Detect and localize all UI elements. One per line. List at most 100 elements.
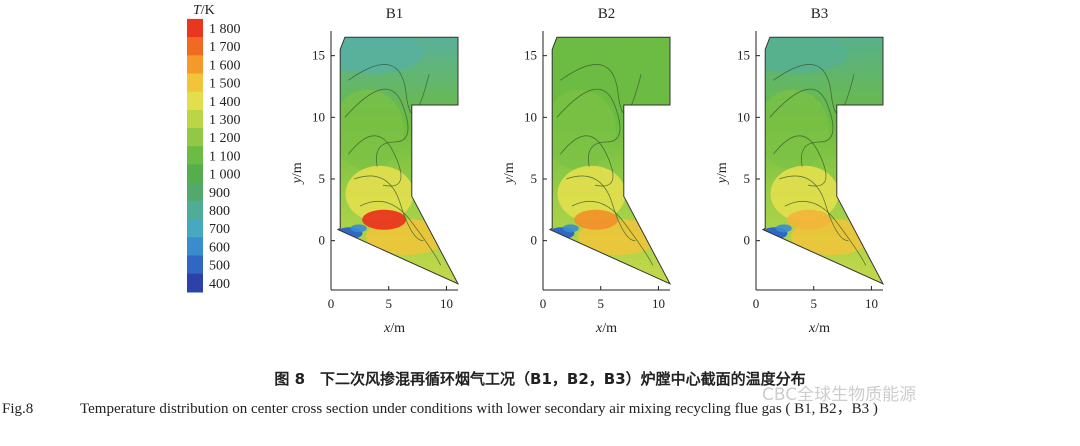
- upper-cool-zone: [762, 37, 849, 74]
- hot-core: [362, 209, 407, 230]
- isotherm-line: [571, 200, 654, 266]
- y-tick-label: 0: [531, 233, 538, 248]
- temperature-field: [762, 37, 883, 284]
- isotherm-line: [353, 175, 424, 242]
- colorbar-tick-label: 1 500: [209, 77, 241, 92]
- cold-inlet-fringe: [775, 224, 792, 233]
- colorbar-swatch: [187, 164, 203, 184]
- furnace-outline: [548, 36, 672, 285]
- isotherm-line: [778, 175, 849, 242]
- caption-english: Fig.8 Temperature distribution on center …: [2, 398, 1078, 420]
- furnace-outline: [761, 36, 885, 285]
- colorbar-tick-label: 1 300: [209, 113, 241, 128]
- figure-svg: T/K 1 800 1 700 1 600 1 500 1 400 1 300 1 200 1 …: [187, 3, 885, 336]
- furnace-outline: [336, 36, 460, 285]
- colorbar-tick-label: 900: [209, 186, 230, 201]
- isotherm-line: [784, 200, 867, 266]
- cold-inlet-fringe: [562, 224, 579, 233]
- hot-core: [574, 209, 619, 230]
- hot-core: [787, 209, 832, 230]
- warm-zone: [557, 165, 626, 222]
- isotherm-line: [344, 88, 409, 167]
- x-axis-label: x/m: [383, 321, 405, 336]
- colorbar-swatch: [187, 37, 203, 56]
- cold-inlet-fringe: [350, 224, 367, 233]
- contour-panel-b2: B2 0 5 10 15 0 5 10 x/m y/m: [502, 6, 672, 336]
- isotherm-line: [565, 175, 636, 242]
- colorbar-tick-label: 800: [209, 204, 230, 219]
- colorbar-tick-label: 600: [209, 240, 230, 255]
- contour-panel-b1: B1 0 5 10 15 0 5 10 x/m y/m: [290, 6, 460, 336]
- colorbar-title-symbol: T: [193, 3, 202, 18]
- x-tick-label: 5: [810, 296, 817, 311]
- colorbar-swatch: [187, 200, 203, 220]
- caption-figure-number: Fig.8: [2, 401, 34, 417]
- colorbar-swatch: [187, 18, 203, 38]
- y-tick-label: 10: [524, 109, 537, 124]
- colorbar-swatch: [187, 146, 203, 166]
- y-tick-label: 5: [531, 171, 538, 186]
- colorbar-tick-label: 1 700: [209, 40, 241, 55]
- warm-zone: [345, 165, 414, 222]
- x-tick-label: 0: [753, 296, 760, 311]
- y-tick-label: 0: [319, 233, 326, 248]
- y-tick-label: 15: [524, 48, 537, 63]
- y-tick-label: 15: [737, 48, 750, 63]
- warm-zone: [770, 165, 839, 222]
- y-axis-label: y/m: [502, 162, 517, 185]
- x-tick-label: 5: [597, 296, 604, 311]
- watermark: CBC全球生物质能源: [762, 385, 917, 405]
- colorbar: T/K 1 800 1 700 1 600 1 500 1 400 1 300 1 200 1 …: [187, 3, 241, 293]
- isotherm-line: [556, 88, 621, 167]
- colorbar-title-unit: /K: [201, 3, 215, 18]
- y-axis-label: y/m: [715, 162, 730, 185]
- colorbar-tick-label: 1 600: [209, 58, 241, 73]
- colorbar-swatch: [187, 219, 203, 238]
- panel-title: B3: [811, 6, 829, 22]
- y-tick-label: 5: [744, 171, 751, 186]
- contour-panel-b3: B3 0 5 10 15 0 5 10 x/m y/m: [715, 6, 885, 336]
- colorbar-swatch: [187, 237, 203, 257]
- isotherm-line: [772, 135, 827, 187]
- y-tick-label: 0: [744, 233, 751, 248]
- panel-title: B2: [598, 6, 616, 22]
- y-tick-label: 10: [312, 109, 325, 124]
- colorbar-tick-label: 1 400: [209, 95, 241, 110]
- colorbar-tick-label: 700: [209, 222, 230, 237]
- colorbar-swatch: [187, 128, 203, 147]
- y-axis-label: y/m: [290, 162, 305, 185]
- colorbar-swatch: [187, 91, 203, 111]
- isotherm-line: [347, 135, 402, 187]
- x-tick-label: 5: [385, 296, 392, 311]
- colorbar-swatch: [187, 273, 203, 293]
- x-tick-label: 10: [652, 296, 665, 311]
- colorbar-swatch: [187, 182, 203, 202]
- y-tick-label: 10: [737, 109, 750, 124]
- isotherm-line: [559, 135, 614, 187]
- isotherm-line: [769, 88, 834, 167]
- upper-cool-zone: [549, 37, 636, 74]
- isotherm-line: [359, 200, 442, 266]
- colorbar-tick-label: 1 100: [209, 149, 241, 164]
- x-axis-label: x/m: [595, 321, 617, 336]
- x-tick-label: 0: [540, 296, 547, 311]
- x-tick-label: 0: [328, 296, 335, 311]
- mid-zone: [549, 89, 616, 170]
- colorbar-swatch: [187, 55, 203, 75]
- y-tick-label: 5: [319, 171, 326, 186]
- colorbar-tick-label: 400: [209, 277, 230, 292]
- y-tick-label: 15: [312, 48, 325, 63]
- caption-chinese: 图 8 下二次风掺混再循环烟气工况（B1，B2，B3）炉膛中心截面的温度分布: [274, 370, 806, 388]
- x-tick-label: 10: [865, 296, 878, 311]
- caption-english-text: Temperature distribution on center cross…: [80, 401, 878, 417]
- x-tick-label: 10: [440, 296, 453, 311]
- isotherm-line: [773, 64, 855, 114]
- panel-title: B1: [386, 6, 404, 22]
- mid-zone: [337, 89, 404, 170]
- temperature-field: [337, 37, 458, 284]
- isotherm-line: [348, 64, 430, 114]
- upper-cool-zone: [337, 37, 424, 74]
- colorbar-title: T/K: [193, 3, 215, 18]
- temperature-field: [549, 37, 670, 284]
